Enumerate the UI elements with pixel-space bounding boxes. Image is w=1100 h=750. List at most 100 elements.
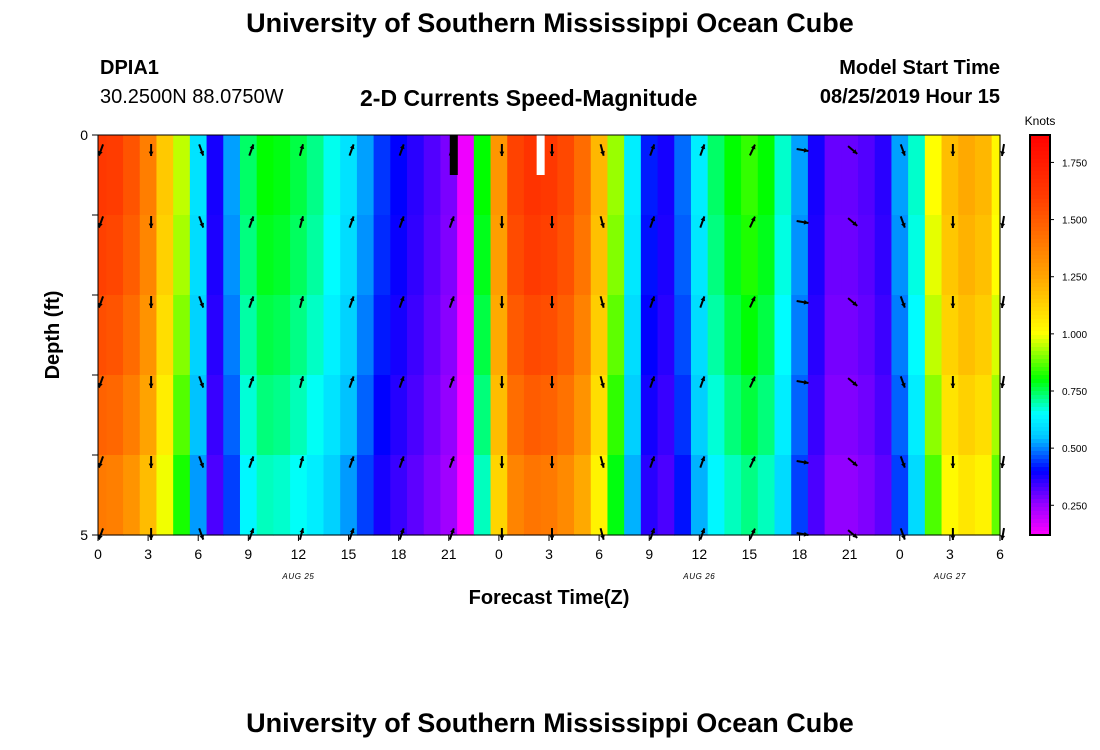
current-arrow xyxy=(899,216,906,228)
heatmap-cell xyxy=(707,215,725,296)
colorbar-segment xyxy=(1030,263,1050,268)
current-arrow xyxy=(499,456,505,468)
arrow-head xyxy=(901,382,906,388)
heatmap-cell xyxy=(674,295,692,376)
arrow-head xyxy=(199,382,205,388)
colorbar-segment xyxy=(1030,395,1050,400)
current-arrow xyxy=(148,376,154,388)
heatmap-cell xyxy=(557,295,575,376)
heatmap-cell xyxy=(724,375,742,456)
x-tick-label: 0 xyxy=(94,546,102,562)
arrow-head xyxy=(148,303,154,308)
heatmap-cell xyxy=(891,215,909,296)
heatmap-cell xyxy=(390,215,408,296)
heatmap-cell xyxy=(941,295,959,376)
heatmap-cell xyxy=(98,375,107,456)
heatmap-cell xyxy=(356,455,375,536)
colorbar-segment xyxy=(1030,235,1050,240)
heatmap-cells xyxy=(98,135,1001,536)
heatmap-cell xyxy=(891,295,909,376)
current-arrow xyxy=(148,528,154,540)
heatmap-cell xyxy=(974,375,993,456)
arrow-head xyxy=(1000,151,1006,156)
arrow-head xyxy=(299,376,305,382)
arrow-head xyxy=(98,462,103,468)
heatmap-cell xyxy=(156,215,174,296)
x-tick-label: 3 xyxy=(946,546,954,562)
heatmap-cell xyxy=(173,215,191,296)
heatmap-cell xyxy=(640,215,659,296)
colorbar-segment xyxy=(1030,451,1050,456)
heatmap-cell xyxy=(574,455,592,536)
heatmap-cell xyxy=(189,215,208,296)
heatmap-cell xyxy=(123,135,141,216)
colorbar-segment xyxy=(1030,199,1050,204)
heatmap-cell xyxy=(290,295,308,376)
arrow-head xyxy=(450,528,455,534)
colorbar-segment xyxy=(1030,215,1050,220)
current-arrow xyxy=(599,295,605,309)
arrow-head xyxy=(199,462,205,468)
current-arrow xyxy=(549,216,555,228)
current-arrow xyxy=(298,215,305,229)
current-arrow xyxy=(398,528,405,540)
arrow-head xyxy=(249,144,255,150)
heatmap-cell xyxy=(624,215,642,296)
current-arrow xyxy=(950,144,956,156)
heatmap-cell xyxy=(189,375,208,456)
heatmap-cell xyxy=(173,455,191,536)
heatmap-cell xyxy=(540,295,558,376)
heatmap-cell xyxy=(891,455,909,536)
colorbar-segment xyxy=(1030,447,1050,452)
heatmap-cell xyxy=(540,215,558,296)
heatmap-cell xyxy=(306,455,325,536)
colorbar-tick-label: 1.750 xyxy=(1062,158,1087,169)
heatmap-cell xyxy=(390,295,408,376)
heatmap-cell xyxy=(807,135,826,216)
heatmap-cell xyxy=(624,135,642,216)
current-arrow xyxy=(448,144,455,156)
arrow-head xyxy=(700,296,706,302)
arrow-head xyxy=(803,219,809,225)
heatmap-cell xyxy=(841,455,859,536)
heatmap-cell xyxy=(590,375,609,456)
heatmap-cell xyxy=(741,215,759,296)
heatmap-cell xyxy=(574,375,592,456)
heatmap-cell xyxy=(941,455,959,536)
heatmap-cell xyxy=(640,295,659,376)
colorbar-segment xyxy=(1030,323,1050,328)
x-tick-label: 6 xyxy=(595,546,603,562)
arrow-head xyxy=(499,303,505,308)
colorbar-segment xyxy=(1030,527,1050,532)
heatmap-cell xyxy=(273,375,291,456)
heatmap-cell xyxy=(356,375,375,456)
current-arrow xyxy=(699,144,706,156)
heatmap-cell xyxy=(791,295,809,376)
current-arrow xyxy=(248,296,255,308)
arrow-head xyxy=(950,151,956,156)
colorbar-tick-label: 1.000 xyxy=(1062,330,1087,341)
heatmap-cell xyxy=(256,135,274,216)
colorbar-segment xyxy=(1030,471,1050,476)
current-arrow xyxy=(348,144,355,156)
heatmap-cell xyxy=(924,375,943,456)
current-arrow xyxy=(98,296,104,308)
y-tick-label: 5 xyxy=(80,527,88,543)
arrow-head xyxy=(148,535,154,540)
arrow-head xyxy=(450,456,455,462)
heatmap-cell xyxy=(690,135,709,216)
current-arrow xyxy=(448,528,455,540)
current-arrow xyxy=(398,296,405,308)
colorbar-segment xyxy=(1030,331,1050,336)
colorbar-segment xyxy=(1030,467,1050,472)
heatmap-cell xyxy=(724,215,742,296)
heatmap-cell xyxy=(473,375,492,456)
colorbar: Knots 1.750 1.500 1.250 1.000 0.750 0.500 0.250 xyxy=(1025,114,1087,536)
colorbar-segment xyxy=(1030,403,1050,408)
chart-title: 2-D Currents Speed-Magnitude xyxy=(360,85,698,111)
current-arrow xyxy=(499,144,505,156)
heatmap-cell xyxy=(106,215,124,296)
heatmap-cell xyxy=(457,135,475,216)
arrow-head xyxy=(650,296,656,302)
arrow-head xyxy=(349,376,355,382)
